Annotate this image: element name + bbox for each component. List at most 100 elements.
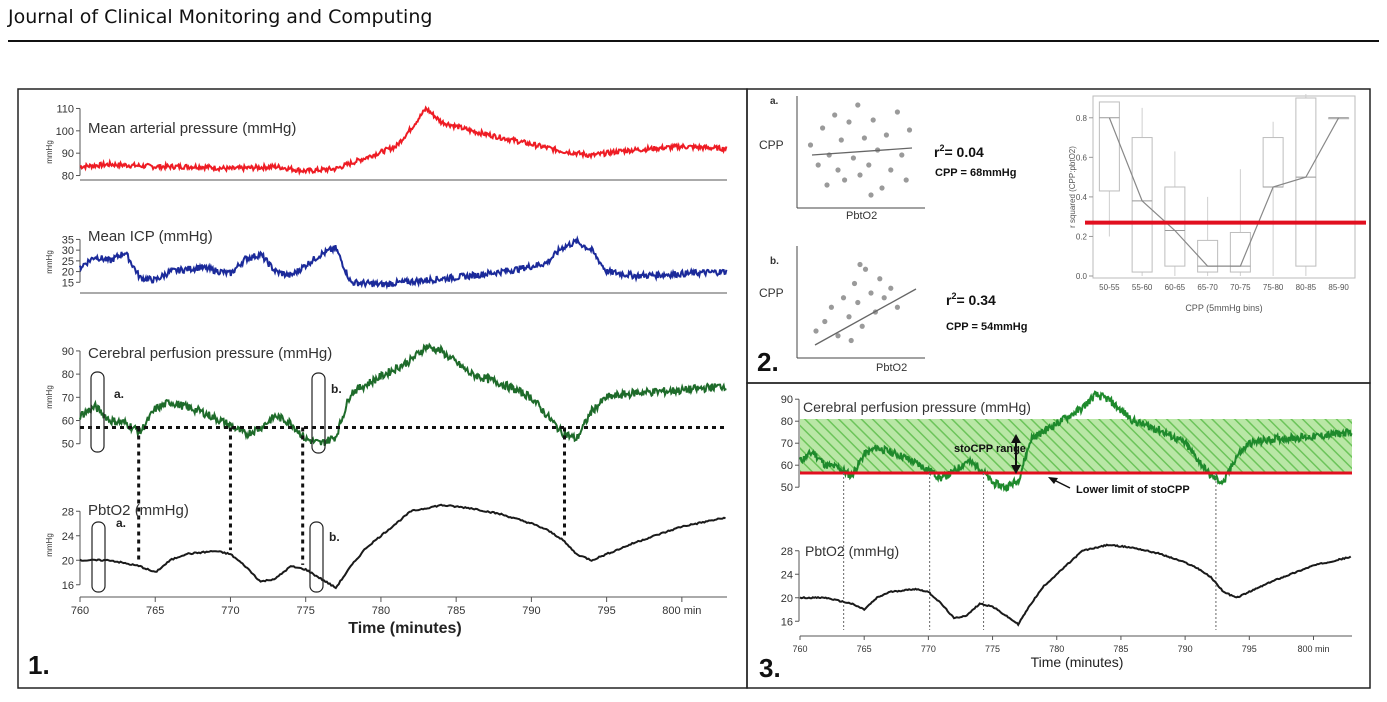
boxplot-y-tick-label: 0.8: [1076, 114, 1088, 123]
panel3-number: 3.: [759, 653, 781, 683]
scatter-point: [906, 127, 913, 133]
lower-limit-label: Lower limit of stoCPP: [1076, 484, 1190, 496]
panel2a-ylabel: CPP: [759, 138, 784, 152]
map-y-tick-label: 110: [56, 103, 74, 115]
panel2b-ylabel: CPP: [759, 286, 784, 300]
cpp-window-a: [90, 371, 105, 453]
scatter-point: [832, 112, 838, 118]
scatter-point: [857, 261, 863, 268]
map-y-tick-label: 90: [62, 148, 74, 160]
panel2-frame: [746, 88, 1371, 384]
panel3-time-axis-ticks: 760 765 770 775 780 785 790 795 800 min: [792, 636, 1330, 654]
scatter-point: [828, 304, 835, 310]
scatter-point: [857, 172, 863, 178]
panel3-time-tick-label: 795: [1242, 644, 1257, 654]
pbto2-y-axis: 28 24 20 16: [62, 506, 81, 592]
scatter-point: [855, 299, 861, 306]
panel3-time-tick-label: 800 min: [1297, 644, 1329, 654]
p3cpp-y-tick-label: 50: [781, 482, 793, 494]
panel3-time-tick-label: 765: [857, 644, 872, 654]
scatter-point: [838, 137, 844, 143]
boxplot-box: [1229, 231, 1251, 273]
scatter-point: [855, 102, 861, 108]
icp-y-tick-label: 20: [62, 267, 74, 279]
pbto2-window-b: [309, 521, 324, 593]
stocpp-range-label: stoCPP range: [954, 443, 1026, 455]
scatter-point: [835, 333, 841, 339]
panel1: Mean arterial pressure (mmHg) mmHg 110 10…: [28, 103, 728, 680]
cpp-y-tick-label: 70: [62, 392, 74, 404]
panel3-cpp-series-line: [799, 390, 1353, 493]
boxplot-x-tick-label: 80-85: [1296, 283, 1317, 292]
boxplot-frame: [1092, 95, 1356, 279]
scatter-point: [850, 155, 857, 161]
map-y-tick-label: 80: [62, 171, 74, 183]
scatter-point: [888, 167, 894, 173]
time-axis-ticks: 760 765 770 775 780 785 790 795 800 min: [71, 597, 701, 617]
pbto2-window-a: [91, 521, 106, 593]
pbto2-unit: mmHg: [45, 533, 54, 557]
panel3-time-tick-label: 790: [1178, 644, 1193, 654]
icp-unit: mmHg: [45, 250, 54, 274]
boxplot-ylabel: r squared (CPP:pbtO2): [1068, 146, 1077, 228]
panel2a-r2: r2= 0.04: [934, 143, 984, 160]
scatter-point: [899, 152, 905, 158]
lower-limit-pointer-head: [1048, 477, 1058, 484]
pbto2-title: PbtO2 (mmHg): [88, 502, 189, 519]
time-tick-label: 800 min: [662, 605, 701, 617]
panel2a-cpp: CPP = 68mmHg: [935, 167, 1016, 179]
panel2a-xlabel: PbtO2: [846, 210, 877, 222]
cpp-title: Cerebral perfusion pressure (mmHg): [88, 345, 332, 362]
boxplot-median-trend: [1108, 117, 1340, 267]
panel2a-label: a.: [770, 96, 779, 107]
panel2a-regression-line: [811, 147, 913, 156]
panel3-pbto2-y-axis: 28 24 20 16: [781, 546, 800, 628]
time-tick-label: 795: [597, 605, 615, 617]
panel2: a. CPP PbtO2 r2= 0.04 CPP = 68mmHg b. CP…: [757, 94, 1366, 377]
panel3-time-tick-label: 775: [985, 644, 1000, 654]
scatter-point: [851, 280, 858, 287]
icp-y-tick-label: 15: [62, 277, 74, 289]
scatter-point: [894, 304, 901, 310]
cpp-y-tick-label: 60: [62, 416, 74, 428]
panel2b-xlabel: PbtO2: [876, 362, 907, 374]
p3pb-y-tick-label: 20: [781, 593, 793, 605]
p3cpp-y-tick-label: 90: [781, 394, 793, 406]
p3pb-y-tick-label: 24: [781, 569, 793, 581]
panel3-pbto2-series-line: [799, 543, 1352, 627]
scatter-point: [862, 266, 869, 272]
scatter-point: [883, 132, 890, 138]
panel3-pbto2-title: PbtO2 (mmHg): [805, 543, 899, 559]
panel3-frame: [746, 382, 1371, 689]
icp-title: Mean ICP (mmHg): [88, 228, 213, 245]
scatter-point: [835, 167, 841, 173]
boxplot-box: [1197, 239, 1219, 273]
icp-y-tick-label: 25: [62, 256, 74, 268]
boxplot-box: [1098, 101, 1120, 192]
time-tick-label: 765: [146, 605, 164, 617]
panel2b-r2: r2= 0.34: [946, 291, 996, 308]
panel3-time-tick-label: 780: [1049, 644, 1064, 654]
p3cpp-y-tick-label: 80: [781, 416, 793, 428]
scatter-point: [866, 162, 872, 168]
scatter-point: [888, 285, 894, 291]
map-title: Mean arterial pressure (mmHg): [88, 120, 296, 137]
panel2b-regression-line: [814, 288, 917, 346]
cpp-y-tick-label: 90: [62, 346, 74, 358]
icp-y-tick-label: 35: [62, 234, 74, 246]
panel3-time-axis-label: Time (minutes): [1031, 654, 1124, 670]
scatter-point: [877, 276, 883, 282]
boxplot-box: [1164, 186, 1186, 267]
boxplot-x-tick-label: 60-65: [1165, 283, 1186, 292]
scatter-point: [813, 328, 819, 334]
icp-series-line: [79, 235, 728, 290]
panel2b-cpp: CPP = 54mmHg: [946, 321, 1027, 333]
pbto2-series-line: [79, 503, 726, 590]
scatter-point: [881, 295, 887, 301]
cpp-window-b-label: b.: [331, 382, 342, 396]
pbto2-y-tick-label: 24: [62, 531, 74, 543]
boxplot-y-tick-label: 0.4: [1076, 193, 1088, 202]
boxplot-y-tick-label: 0.0: [1076, 272, 1088, 281]
p3cpp-y-tick-label: 70: [781, 438, 793, 450]
